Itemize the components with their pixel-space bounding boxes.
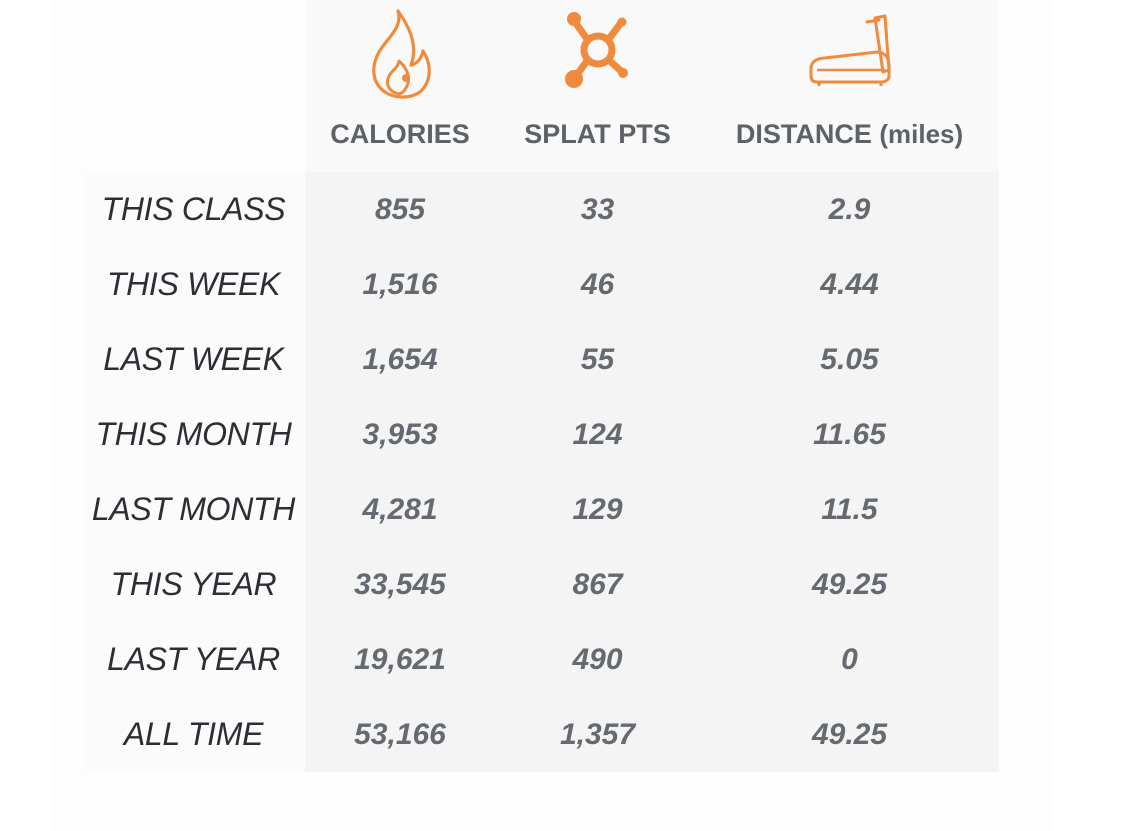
splat-points-value: 46 <box>580 268 615 301</box>
row-label: LAST MONTH <box>91 491 296 527</box>
stats-row: THIS YEAR 33,545 867 49.25 <box>0 547 1125 622</box>
column-header-calories: CALORIES <box>305 0 495 172</box>
stats-row: LAST YEAR 19,621 490 0 <box>0 622 1125 697</box>
calories-value: 3,953 <box>362 418 438 451</box>
distance-value: 2.9 <box>828 193 871 226</box>
splat-points-value: 33 <box>580 193 615 226</box>
stats-row: THIS CLASS 855 33 2.9 <box>0 172 1125 247</box>
calories-value: 855 <box>374 193 426 226</box>
column-header-distance: DISTANCE (miles) <box>700 0 999 172</box>
distance-value: 11.65 <box>813 418 886 451</box>
calories-value: 4,281 <box>362 493 438 526</box>
row-label: LAST WEEK <box>103 341 284 377</box>
splat-points-value: 55 <box>580 343 615 376</box>
stats-row: THIS WEEK 1,516 46 4.44 <box>0 247 1125 322</box>
row-label: ALL TIME <box>123 716 264 752</box>
stats-row: ALL TIME 53,166 1,357 49.25 <box>0 697 1125 772</box>
calories-value: 33,545 <box>354 568 446 601</box>
splat-points-value: 867 <box>572 568 623 601</box>
stats-body-background <box>305 172 999 772</box>
calories-value: 19,621 <box>354 643 446 676</box>
flame-icon <box>365 6 435 107</box>
distance-value: 49.25 <box>811 568 888 601</box>
row-label: THIS WEEK <box>106 266 281 302</box>
column-header-splat-points: SPLAT PTS <box>495 0 700 172</box>
treadmill-icon <box>805 6 895 97</box>
stats-row: THIS MONTH 3,953 124 11.65 <box>0 397 1125 472</box>
column-label: DISTANCE (miles) <box>735 119 964 149</box>
stats-row: LAST MONTH 4,281 129 11.5 <box>0 472 1125 547</box>
splat-points-value: 1,357 <box>559 718 636 751</box>
distance-value: 49.25 <box>811 718 888 751</box>
row-label: THIS YEAR <box>110 566 277 602</box>
splat-points-value: 124 <box>572 418 623 451</box>
distance-value: 4.44 <box>820 268 879 301</box>
distance-value: 11.5 <box>821 493 878 526</box>
splat-icon <box>563 6 633 97</box>
calories-value: 1,516 <box>362 268 438 301</box>
column-label: SPLAT PTS <box>524 119 671 149</box>
row-label: THIS MONTH <box>95 416 292 452</box>
stats-panel <box>305 0 999 772</box>
distance-value: 5.05 <box>820 343 879 376</box>
column-unit: (miles) <box>879 119 964 149</box>
distance-value: 0 <box>841 643 858 676</box>
row-label: LAST YEAR <box>107 641 280 677</box>
row-label: THIS CLASS <box>101 191 286 227</box>
calories-value: 1,654 <box>362 343 438 376</box>
calories-value: 53,166 <box>354 718 446 751</box>
splat-points-value: 129 <box>572 493 623 526</box>
row-label-column <box>82 172 305 772</box>
column-label: CALORIES <box>330 119 470 149</box>
stats-row: LAST WEEK 1,654 55 5.05 <box>0 322 1125 397</box>
splat-points-value: 490 <box>572 643 623 676</box>
